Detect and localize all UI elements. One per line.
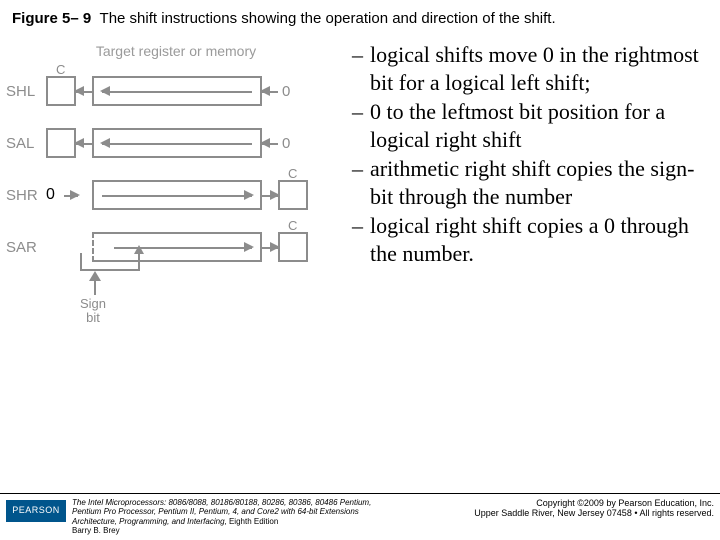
bullet-text: logical right shift copies a 0 through t…	[370, 212, 714, 267]
footer-left: The Intel Microprocessors: 8086/8088, 80…	[72, 498, 474, 536]
dash-icon: –	[352, 212, 370, 267]
carry-box: C	[46, 76, 76, 106]
bullet-text: arithmetic right shift copies the sign-b…	[370, 155, 714, 210]
footer-line2: Pentium Pro Processor, Pentium II, Penti…	[72, 507, 359, 516]
content-area: Target register or memory SHL C 0 S	[0, 31, 720, 333]
figure-label: Figure 5– 9	[12, 10, 91, 27]
carry-box: C	[278, 232, 308, 262]
zero-label: 0	[282, 83, 290, 100]
diagram-caption: Target register or memory	[6, 43, 346, 59]
figure-caption: The shift instructions showing the opera…	[100, 10, 556, 27]
mnemonic-sal: SAL	[6, 135, 46, 152]
bullet-item: – logical shifts move 0 in the rightmost…	[352, 41, 714, 96]
end-zero: 0	[262, 135, 298, 152]
bullet-item: – logical right shift copies a 0 through…	[352, 212, 714, 267]
mnemonic-shr: SHR	[6, 187, 46, 204]
mnemonic-sar: SAR	[6, 239, 46, 256]
bullet-item: – arithmetic right shift copies the sign…	[352, 155, 714, 210]
register-box	[92, 180, 262, 210]
copyright-line1: Copyright ©2009 by Pearson Education, In…	[536, 498, 714, 508]
mnemonic-shl: SHL	[6, 83, 46, 100]
register-box	[92, 76, 262, 106]
footer-right: Copyright ©2009 by Pearson Education, In…	[474, 498, 714, 520]
end-zero: 0	[262, 83, 298, 100]
copyright-line2: Upper Saddle River, New Jersey 07458 • A…	[474, 508, 714, 518]
bullet-text: 0 to the leftmost bit position for a log…	[370, 98, 714, 153]
pearson-logo: PEARSON	[6, 500, 66, 522]
footer-line3: Architecture, Programming, and Interfaci…	[72, 517, 225, 526]
footer-line3b: , Eighth Edition	[225, 517, 279, 526]
row-shl: SHL C 0	[6, 65, 346, 117]
dash-icon: –	[352, 98, 370, 153]
carry-box: C	[278, 180, 308, 210]
bullet-item: – 0 to the leftmost bit position for a l…	[352, 98, 714, 153]
bullet-list: – logical shifts move 0 in the rightmost…	[346, 39, 714, 333]
c-label: C	[288, 218, 297, 233]
dash-icon: –	[352, 155, 370, 210]
shift-diagram: Target register or memory SHL C 0 S	[6, 39, 346, 333]
footer: PEARSON The Intel Microprocessors: 8086/…	[0, 493, 720, 540]
c-label: C	[288, 166, 297, 181]
register-box	[92, 128, 262, 158]
sign-loopback-arrow	[80, 253, 140, 271]
row-shr: SHR 0 C	[6, 169, 346, 221]
sign-text-2: bit	[86, 310, 100, 325]
row-sar: SAR C	[6, 221, 346, 273]
sign-bit-label: Sign bit	[46, 273, 346, 333]
sign-text-1: Sign	[80, 296, 106, 311]
c-label: C	[56, 62, 65, 77]
figure-title: Figure 5– 9 The shift instructions showi…	[0, 0, 720, 31]
zero-label: 0	[46, 186, 55, 204]
row-sal: SAL 0	[6, 117, 346, 169]
start-zero: 0	[46, 186, 76, 204]
footer-line4: Barry B. Brey	[72, 526, 120, 535]
zero-label: 0	[282, 135, 290, 152]
footer-line1: The Intel Microprocessors: 8086/8088, 80…	[72, 498, 371, 507]
dash-icon: –	[352, 41, 370, 96]
bullet-text: logical shifts move 0 in the rightmost b…	[370, 41, 714, 96]
carry-box	[46, 128, 76, 158]
